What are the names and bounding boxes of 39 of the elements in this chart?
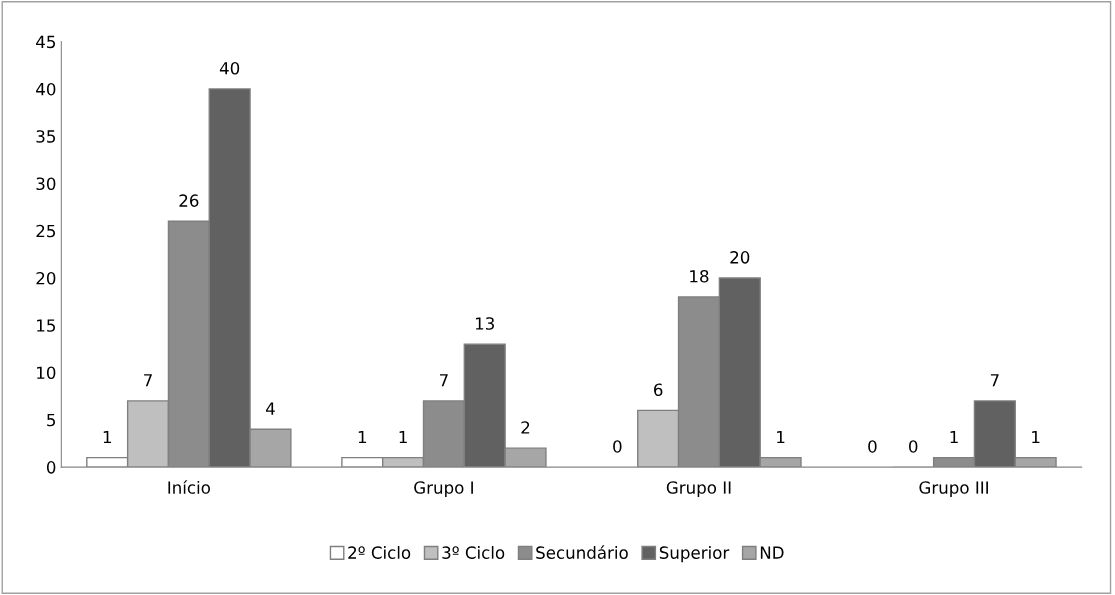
y-tick-label: 45 [36, 35, 56, 49]
legend-label: ND [760, 546, 784, 559]
y-tick-label: 35 [36, 130, 56, 143]
x-tick-label: Grupo II [666, 481, 731, 498]
data-label: 1 [777, 430, 785, 444]
data-label: 1 [103, 430, 111, 444]
x-tick-label: Grupo I [414, 481, 473, 498]
data-label: 0 [868, 440, 877, 453]
data-label: 13 [475, 317, 494, 330]
y-tick-label: 20 [36, 271, 56, 285]
data-label: 26 [179, 194, 199, 207]
data-label: 1 [358, 430, 367, 444]
data-label: 40 [219, 61, 240, 75]
data-label: 6 [654, 383, 663, 397]
data-label: 7 [144, 374, 152, 387]
data-label: 0 [613, 440, 622, 453]
x-tick-label: Grupo III [919, 481, 988, 498]
y-tick-label: 10 [37, 366, 56, 380]
legend-label: Secundário [536, 545, 628, 559]
data-label: 2 [521, 421, 530, 434]
x-tick-label: Início [168, 480, 210, 494]
y-tick-label: 0 [46, 461, 56, 474]
data-label: 18 [690, 269, 709, 283]
data-label: 1 [950, 430, 958, 444]
legend-label: 2º Ciclo [348, 546, 411, 559]
y-tick-label: 5 [47, 413, 56, 427]
data-label: 0 [909, 440, 918, 453]
data-label: 20 [730, 251, 750, 264]
data-label: 1 [1032, 430, 1040, 444]
y-tick-label: 40 [36, 82, 56, 96]
data-label: 1 [399, 430, 407, 444]
y-tick-label: 15 [37, 319, 56, 332]
data-label: 4 [265, 402, 275, 415]
legend-label: Superior [659, 546, 730, 563]
data-label: 7 [990, 374, 999, 387]
y-tick-label: 25 [36, 224, 56, 238]
legend-label: 3º Ciclo [442, 546, 505, 559]
y-tick-label: 30 [36, 177, 56, 191]
data-label: 7 [439, 374, 448, 387]
